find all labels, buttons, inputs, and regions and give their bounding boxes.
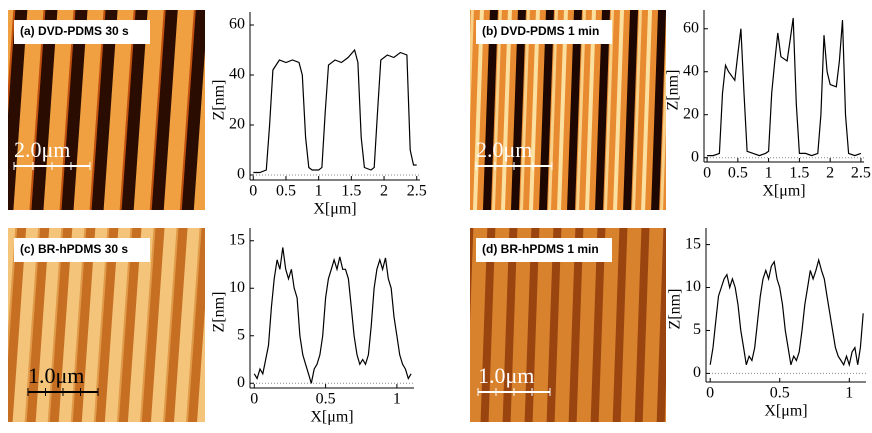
x-tick-label: 2.5: [851, 165, 871, 182]
x-tick-label: 1: [845, 385, 853, 402]
profile-line: [709, 257, 864, 368]
y-tick-label: 40: [683, 62, 699, 79]
label-box: [14, 20, 150, 44]
x-tick-label: 0: [706, 385, 714, 402]
scale-bar-label: 1.0μm: [28, 363, 84, 388]
x-tick-label: 1: [315, 183, 323, 200]
image-label: (c) BR-hPDMS 30 s: [20, 242, 128, 256]
y-tick-label: 10: [229, 279, 245, 296]
x-tick-label: 1: [765, 165, 773, 182]
y-tick-label: 20: [229, 116, 245, 133]
y-tick-label: 15: [685, 235, 701, 252]
y-tick-label: 20: [683, 105, 699, 122]
image-label: (a) DVD-PDMS 30 s: [20, 24, 129, 38]
label-box: [476, 238, 612, 262]
image-label: (d) BR-hPDMS 1 min: [482, 242, 599, 256]
x-tick-label: 0.5: [316, 391, 336, 408]
y-axis-label: Z[nm]: [211, 292, 228, 333]
y-tick-label: 0: [693, 364, 701, 381]
y-tick-label: 40: [229, 66, 245, 83]
label-box: [14, 238, 150, 262]
y-tick-label: 0: [237, 374, 245, 391]
y-axis-label: Z[nm]: [665, 70, 682, 111]
x-tick-label: 0: [703, 165, 711, 182]
y-axis-label: Z[nm]: [211, 80, 228, 121]
scale-bar-label: 2.0μm: [476, 137, 532, 162]
profile-line: [253, 48, 417, 174]
y-tick-label: 10: [685, 278, 701, 295]
x-tick-label: 0: [250, 391, 258, 408]
x-tick-label: 0.5: [276, 183, 296, 200]
x-tick-label: 1: [393, 391, 401, 408]
x-tick-label: 2: [826, 165, 834, 182]
profile-line: [707, 17, 862, 157]
x-axis-label: X[μm]: [310, 409, 353, 426]
x-tick-label: 1.5: [789, 165, 809, 182]
x-tick-label: 0.5: [728, 165, 748, 182]
x-tick-label: 2: [380, 183, 388, 200]
profile-line: [253, 247, 412, 384]
x-tick-label: 2.5: [407, 183, 427, 200]
y-tick-label: 5: [237, 326, 245, 343]
scale-bar-label: 2.0μm: [14, 137, 70, 162]
image-label: (b) DVD-PDMS 1 min: [482, 24, 599, 38]
y-tick-label: 0: [691, 148, 699, 165]
x-axis-label: X[μm]: [762, 183, 805, 200]
x-tick-label: 0.5: [770, 385, 790, 402]
x-tick-label: 1.5: [341, 183, 361, 200]
y-axis-label: Z[nm]: [667, 289, 684, 330]
label-box: [476, 20, 612, 44]
y-tick-label: 60: [683, 19, 699, 36]
y-tick-label: 60: [229, 16, 245, 33]
y-tick-label: 15: [229, 231, 245, 248]
scale-bar-label: 1.0μm: [478, 363, 534, 388]
y-tick-label: 5: [693, 321, 701, 338]
x-axis-label: X[μm]: [764, 403, 807, 420]
x-axis-label: X[μm]: [313, 201, 356, 218]
x-tick-label: 0: [249, 183, 257, 200]
y-tick-label: 0: [237, 166, 245, 183]
